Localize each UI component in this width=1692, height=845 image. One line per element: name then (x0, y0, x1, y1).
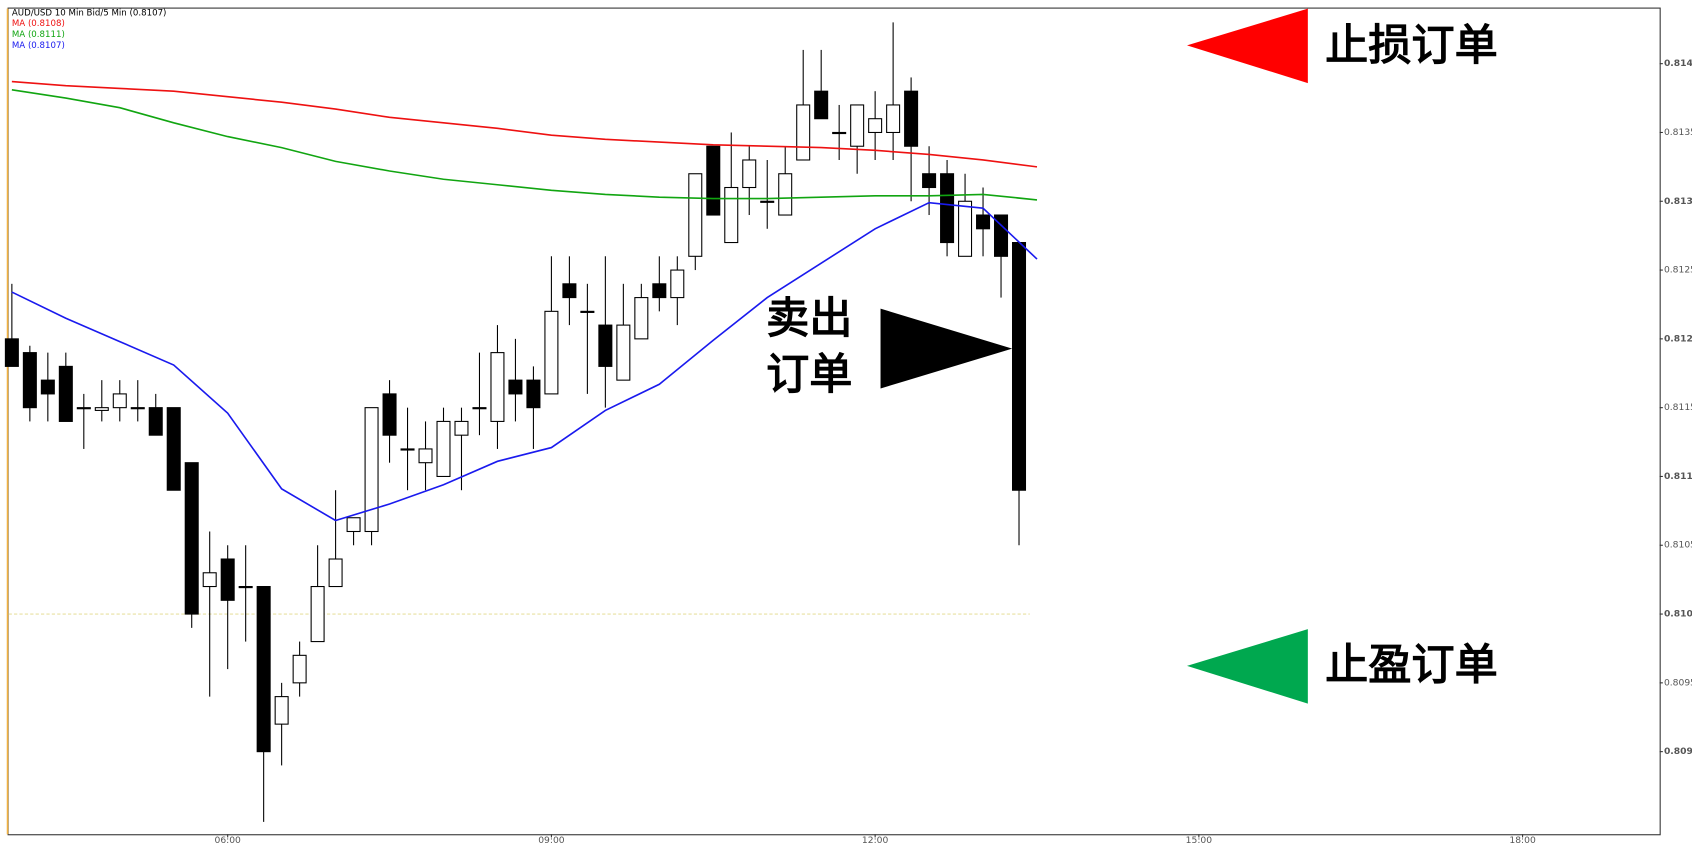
candle-body (202, 572, 217, 588)
y-tick-label: 0.8140 (1664, 58, 1692, 69)
candle-body (724, 186, 739, 244)
stop-loss-arrow (1186, 8, 1308, 84)
candle-body (508, 379, 523, 395)
candle-body (904, 90, 919, 147)
candle-body (238, 585, 253, 589)
candle-body (418, 448, 433, 464)
candle-body (220, 558, 235, 601)
candle-body (112, 393, 127, 409)
candle-body (616, 324, 631, 381)
candle-body (850, 104, 865, 147)
candle-body (4, 338, 19, 367)
candle-body (742, 159, 757, 189)
candle-body (940, 173, 955, 244)
candle-body (706, 145, 721, 216)
candle-body (958, 200, 973, 257)
candle-body (346, 517, 361, 533)
take-profit-arrow (1186, 629, 1308, 704)
candle-body (868, 118, 883, 134)
candle-body (976, 214, 991, 230)
legend-entry: MA (0.8107) (12, 41, 65, 51)
candle-body (778, 173, 793, 216)
y-tick-label: 0.8135 (1664, 127, 1692, 138)
candle-body (364, 407, 379, 533)
candle-body (1011, 242, 1027, 491)
candle-body (148, 407, 163, 436)
legend-entry: MA (0.8108) (12, 19, 65, 29)
candle-body (256, 585, 271, 753)
candle-body (22, 352, 37, 409)
sell-label: 卖出 (766, 294, 852, 344)
stop-loss-label: 止损订单 (1325, 21, 1498, 71)
x-tick-label: 18:00 (1509, 835, 1536, 845)
candle-body (544, 310, 559, 395)
y-tick-label: 0.8095 (1664, 677, 1692, 688)
candle-body (994, 214, 1009, 257)
candle-body (814, 90, 829, 120)
candle-body (886, 104, 901, 134)
candle-body (832, 131, 847, 135)
candle-body (526, 379, 541, 409)
chart-title: AUD/USD 10 Min Bid/5 Min (0.8107) (12, 8, 167, 18)
candle-body (94, 407, 109, 411)
candle-body (652, 283, 667, 299)
candle-body (130, 407, 145, 410)
candle-body (436, 420, 451, 477)
candle-body (382, 393, 397, 436)
candle-body (76, 407, 91, 410)
x-tick-label: 12:00 (862, 835, 889, 845)
candle-body (58, 365, 73, 422)
y-tick-label: 0.8125 (1664, 265, 1692, 276)
x-tick-label: 15:00 (1186, 835, 1213, 845)
candle-body (400, 448, 415, 451)
candle-body (580, 310, 595, 313)
candle-body (166, 407, 181, 491)
take-profit-label: 止盈订单 (1325, 641, 1498, 691)
candle-body (634, 297, 649, 340)
x-tick-label: 09:00 (538, 835, 565, 845)
legend-entry: MA (0.8111) (12, 30, 65, 40)
candle-body (310, 585, 325, 643)
candle-body (490, 352, 505, 422)
ma-line (11, 89, 1038, 201)
ma-line (11, 80, 1038, 168)
candle-body (922, 173, 937, 189)
sell-arrow (880, 308, 1013, 389)
candle-body (796, 104, 811, 161)
y-tick-label: 0.8115 (1664, 402, 1692, 413)
candle-body (274, 696, 289, 725)
candle-body (562, 283, 577, 299)
candle-body (670, 269, 685, 299)
x-tick-label: 06:00 (214, 835, 241, 845)
ma-line (11, 201, 1038, 522)
candle-body (328, 558, 343, 588)
candle-body (598, 324, 613, 367)
candle-body (760, 200, 775, 203)
sell-label: 订单 (766, 350, 852, 400)
candle-body (472, 407, 487, 410)
y-tick-label: 0.8105 (1664, 540, 1692, 551)
candle-body (688, 173, 703, 257)
candle-body (184, 462, 199, 615)
candle-body (292, 654, 307, 684)
candle-body (40, 379, 55, 395)
candle-body (454, 420, 469, 436)
